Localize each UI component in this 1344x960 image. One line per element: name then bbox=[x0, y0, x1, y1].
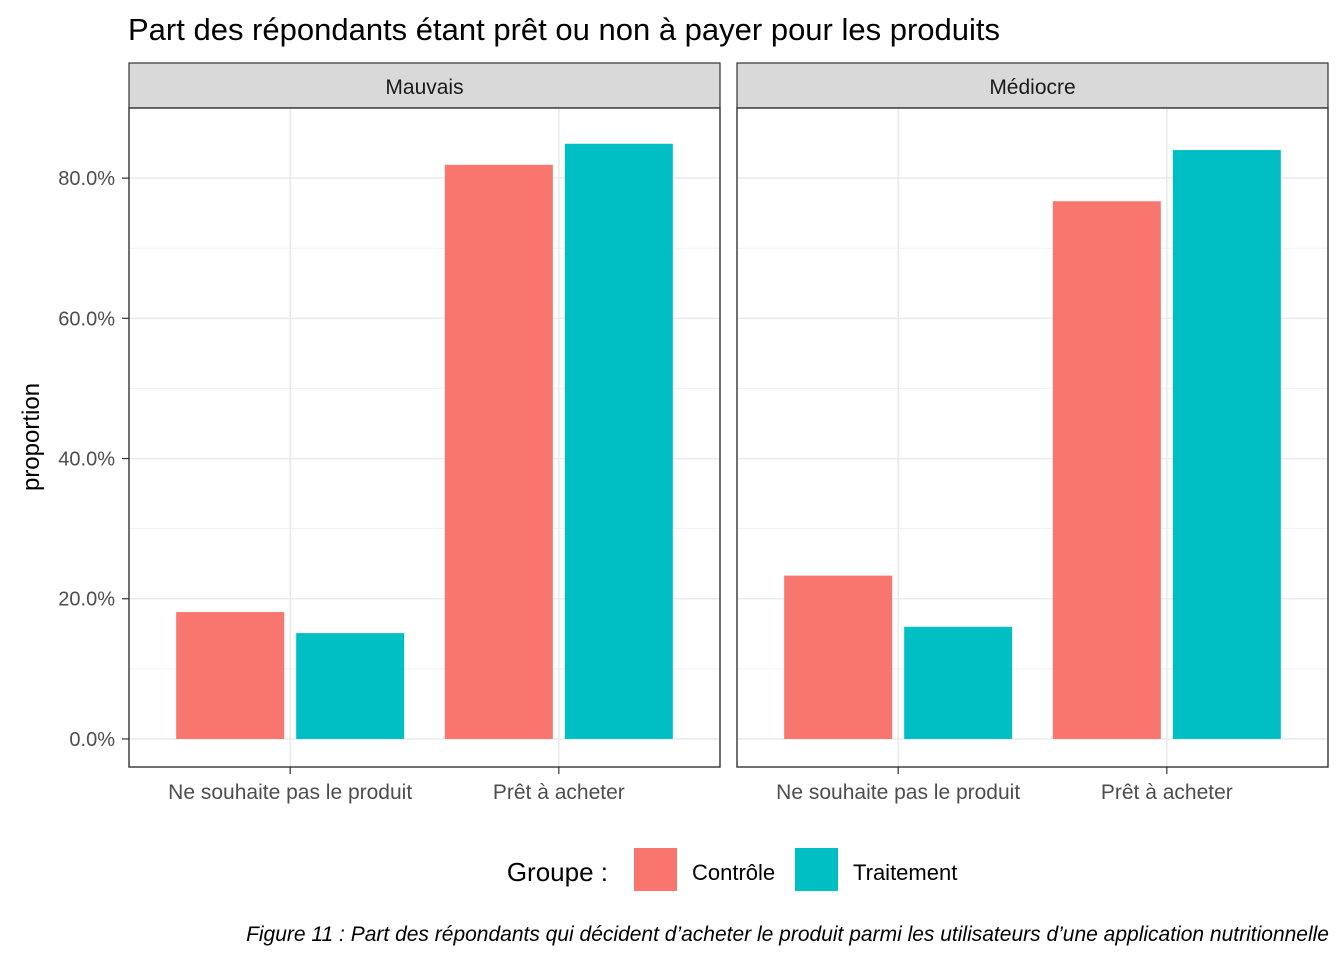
facet-strip bbox=[736, 62, 1329, 109]
bar-traitement bbox=[564, 143, 673, 739]
facet-panels: Mauvais Ne souhaite pas le produit Prêt à … bbox=[128, 62, 1329, 804]
y-tick-label: 40.0% bbox=[58, 449, 115, 471]
bar-traitement bbox=[904, 626, 1013, 739]
y-tick-label: 20.0% bbox=[58, 589, 115, 611]
bar-controle bbox=[444, 164, 553, 739]
panel-border bbox=[736, 107, 1329, 768]
figure-caption: Figure 11 : Part des répondants qui déci… bbox=[246, 923, 1329, 946]
facet-strip-label: Mauvais bbox=[385, 76, 463, 99]
y-axis-label: proportion bbox=[18, 383, 45, 491]
facet-panel: Médiocre Ne souhaite pas le produit Prêt à… bbox=[736, 62, 1329, 804]
y-tick-label: 60.0% bbox=[58, 308, 115, 330]
chart-title: Part des répondants étant prêt ou non à … bbox=[128, 12, 1000, 47]
panel-border bbox=[128, 107, 721, 768]
y-tick-label: 0.0% bbox=[69, 729, 115, 751]
bar-controle bbox=[176, 612, 285, 739]
bar-traitement bbox=[1172, 150, 1281, 739]
legend-key-traitement bbox=[795, 848, 838, 891]
legend-label: Traitement bbox=[853, 860, 957, 885]
legend-key-controle bbox=[634, 848, 677, 891]
y-axis-ticks: 0.0% 20.0% 40.0% 60.0% 80.0% bbox=[58, 168, 129, 751]
bar-controle bbox=[784, 575, 893, 739]
legend-title: Groupe : bbox=[507, 857, 608, 887]
bar-traitement bbox=[296, 633, 405, 739]
legend: Groupe : Contrôle Traitement bbox=[507, 848, 957, 891]
facet-panel: Mauvais Ne souhaite pas le produit Prêt à … bbox=[128, 62, 721, 804]
bar-controle bbox=[1052, 201, 1161, 739]
x-tick-label: Prêt à acheter bbox=[493, 781, 625, 804]
facet-strip bbox=[128, 62, 721, 109]
facet-strip-label: Médiocre bbox=[989, 76, 1075, 99]
x-tick-label: Ne souhaite pas le produit bbox=[168, 781, 412, 804]
x-tick-label: Prêt à acheter bbox=[1101, 781, 1233, 804]
y-tick-label: 80.0% bbox=[58, 168, 115, 190]
legend-label: Contrôle bbox=[692, 860, 775, 885]
x-tick-label: Ne souhaite pas le produit bbox=[776, 781, 1020, 804]
